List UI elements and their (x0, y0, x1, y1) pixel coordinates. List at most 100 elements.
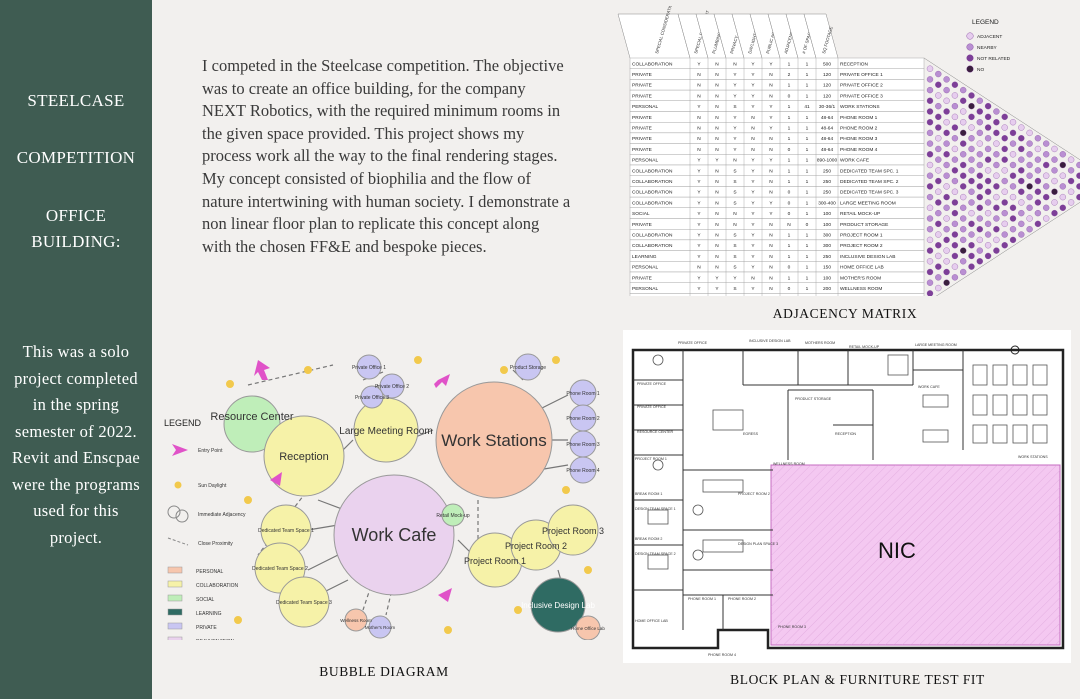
matrix-cell: PHONE ROOM 3 (840, 136, 878, 142)
matrix-cell: WORK STATIONS (840, 104, 880, 110)
matrix-dot (943, 108, 950, 115)
matrix-dot (943, 193, 950, 201)
bubble-legend-title: LEGEND (164, 418, 202, 428)
matrix-dot (984, 177, 992, 185)
matrix-cell: Y (751, 222, 755, 228)
matrix-dot (968, 231, 975, 238)
matrix-dot (993, 129, 1000, 137)
matrix-dot (993, 193, 1000, 201)
matrix-dot (943, 236, 950, 244)
matrix-dot (1009, 161, 1017, 169)
sun-icon (414, 356, 422, 364)
matrix-dot (943, 119, 950, 126)
matrix-dot (1034, 145, 1042, 153)
matrix-dot (993, 119, 1000, 126)
matrix-dot (951, 92, 959, 99)
matrix-cell: Y (697, 168, 701, 174)
matrix-cell: 1 (806, 115, 809, 121)
matrix-dot (976, 151, 983, 158)
matrix-dot (1009, 226, 1017, 233)
matrix-cell: Y (769, 61, 773, 67)
matrix-dot (951, 242, 959, 249)
matrix-cell: COLLABORATION (632, 61, 673, 67)
bubble-ph1-label: Phone Room 1 (566, 391, 600, 397)
matrix-dot (984, 242, 992, 249)
matrix-cell: 250 (823, 168, 831, 174)
matrix-cell: 1 (788, 83, 791, 89)
matrix-cell: N (769, 243, 773, 249)
matrix-dot (968, 156, 975, 163)
plan-room-label: PRIVATE OFFICE (637, 405, 667, 409)
entry-arrow-icon (270, 472, 282, 486)
matrix-cell: S (733, 243, 736, 249)
matrix-row (629, 143, 925, 155)
matrix-cell: 2 (788, 72, 791, 78)
matrix-dot (943, 258, 950, 265)
matrix-dot (1051, 156, 1058, 163)
sun-icon (514, 606, 522, 614)
matrix-cell: 300-400 (818, 200, 836, 206)
matrix-cell: Y (769, 104, 773, 110)
caption-adjacency-matrix: ADJACENCY MATRIX (772, 306, 918, 321)
matrix-dot (926, 65, 934, 72)
matrix-cell: 0 (788, 286, 791, 292)
matrix-cell: N (697, 147, 701, 153)
matrix-dot (926, 193, 934, 201)
matrix-dot (926, 204, 934, 211)
matrix-cell: 120 (823, 72, 831, 78)
matrix-dot (1034, 177, 1042, 185)
matrix-dot (943, 161, 950, 169)
matrix-cell: PRIVATE (632, 275, 652, 281)
bubble-dt2-label: Dedicated Team Space 2 (252, 566, 308, 572)
matrix-cell: N (715, 200, 719, 206)
legend-category-label: REJUVENATION (196, 639, 235, 640)
matrix-dot (960, 140, 967, 147)
matrix-cell: N (769, 286, 773, 292)
matrix-cell: 1 (806, 200, 809, 206)
matrix-cell: Y (697, 222, 701, 228)
matrix-dot (951, 103, 959, 110)
matrix-dot (1051, 188, 1058, 195)
matrix-dot (951, 145, 959, 153)
matrix-dot (968, 199, 975, 206)
matrix-cell: 1 (806, 93, 809, 99)
matrix-cell: PRODUCT STORAGE (840, 222, 888, 228)
plan-room-label: WORK STATIONS (1018, 455, 1048, 459)
matrix-dot (1067, 188, 1075, 195)
matrix-cell: 1 (806, 265, 809, 271)
bubble-lab-label: Inclusive Design Lab (521, 601, 595, 610)
legend-close-proximity: Close Proximity (198, 541, 233, 547)
matrix-dot (968, 135, 975, 142)
block-plan: NIC (623, 330, 1071, 663)
matrix-cell: N (697, 72, 701, 78)
plan-room-label: WELLNESS ROOM (773, 462, 805, 466)
matrix-dot (1009, 172, 1017, 179)
matrix-dot (935, 220, 942, 228)
matrix-row (629, 293, 925, 296)
matrix-cell: 1 (806, 126, 809, 132)
bubble-ph3-label: Phone Room 3 (566, 442, 600, 448)
matrix-cell: Y (733, 83, 737, 89)
matrix-dot (1001, 209, 1008, 217)
sun-icon (174, 481, 182, 489)
matrix-dot (926, 119, 934, 126)
matrix-cell: 1 (788, 104, 791, 110)
matrix-cell: N (769, 265, 773, 271)
sun-icon (500, 366, 508, 374)
matrix-cell: PERSONAL (632, 104, 658, 110)
matrix-cell: 1 (806, 254, 809, 260)
matrix-dot (1009, 236, 1017, 244)
bubble-pr2-label: Project Room 2 (505, 541, 567, 551)
matrix-dot (1026, 226, 1033, 233)
matrix-cell: N (697, 136, 701, 142)
matrix-dot (968, 263, 975, 270)
matrix-cell: N (769, 168, 773, 174)
matrix-dot (926, 140, 934, 147)
matrix-cell: N (715, 190, 719, 196)
entry-arrow-icon (434, 374, 450, 388)
matrix-dot (984, 209, 992, 217)
matrix-cell: WELLNESS ROOM (840, 286, 882, 292)
matrix-cell: N (715, 222, 719, 228)
matrix-dot (926, 258, 934, 265)
matrix-dot (968, 103, 975, 110)
